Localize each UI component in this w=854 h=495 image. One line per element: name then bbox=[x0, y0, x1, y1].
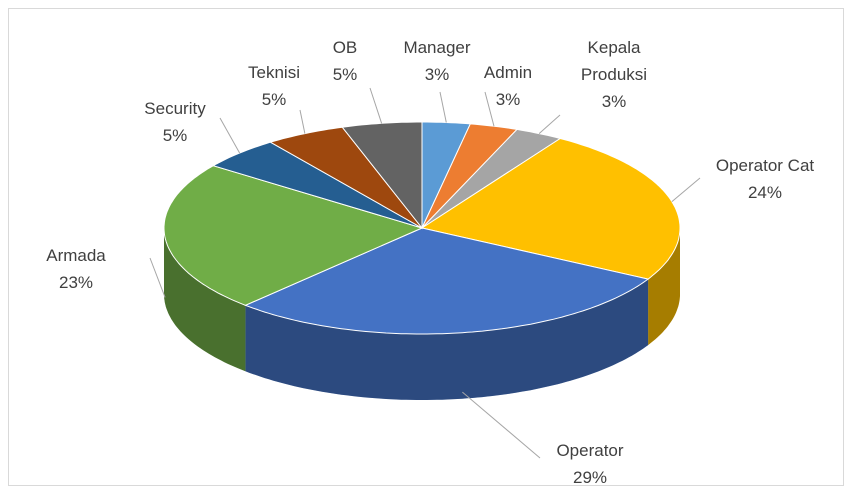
slice-side-shade bbox=[164, 228, 246, 372]
data-label: Operator 29% bbox=[556, 437, 623, 491]
data-label: Teknisi 5% bbox=[248, 59, 300, 113]
data-label: OB 5% bbox=[333, 34, 358, 88]
slice-side-shade bbox=[648, 228, 680, 346]
data-label: Armada 23% bbox=[46, 242, 106, 296]
leader-line bbox=[439, 91, 447, 123]
leader-line bbox=[299, 109, 306, 134]
leader-line bbox=[149, 257, 166, 298]
value-label: 5% bbox=[261, 90, 287, 109]
data-label: Manager 3% bbox=[403, 34, 470, 88]
value-label: 5% bbox=[162, 126, 188, 145]
data-label: Kepala Produksi 3% bbox=[574, 34, 654, 115]
slice-side bbox=[648, 228, 680, 346]
category-label: Security bbox=[144, 99, 206, 118]
leader-line bbox=[369, 87, 383, 124]
category-label: Operator bbox=[556, 441, 624, 460]
value-label: 5% bbox=[332, 65, 358, 84]
value-label: 3% bbox=[495, 90, 521, 109]
chart-frame bbox=[8, 8, 844, 486]
slice bbox=[163, 165, 424, 306]
data-label: Admin 3% bbox=[484, 59, 532, 113]
value-label: 3% bbox=[601, 92, 627, 111]
leader-line bbox=[671, 177, 701, 202]
category-label: Manager bbox=[403, 38, 471, 57]
category-label: OB bbox=[332, 38, 358, 57]
slice-side-shade bbox=[245, 279, 649, 400]
slice-side bbox=[164, 228, 246, 372]
slice-side bbox=[245, 279, 649, 400]
leader-line bbox=[219, 117, 241, 154]
category-label: Armada bbox=[46, 246, 106, 265]
leader-line bbox=[462, 391, 541, 459]
category-label: Operator Cat bbox=[715, 156, 815, 175]
value-label: 29% bbox=[572, 468, 608, 487]
data-label: Operator Cat 24% bbox=[716, 152, 814, 206]
category-label: Kepala Produksi bbox=[580, 38, 648, 84]
value-label: 3% bbox=[424, 65, 450, 84]
leader-line bbox=[538, 114, 561, 134]
slice bbox=[244, 227, 650, 335]
leader-line bbox=[484, 91, 495, 127]
value-label: 24% bbox=[747, 183, 783, 202]
data-label: Security 5% bbox=[144, 95, 205, 149]
value-label: 23% bbox=[58, 273, 94, 292]
category-label: Teknisi bbox=[248, 63, 300, 82]
category-label: Admin bbox=[483, 63, 533, 82]
